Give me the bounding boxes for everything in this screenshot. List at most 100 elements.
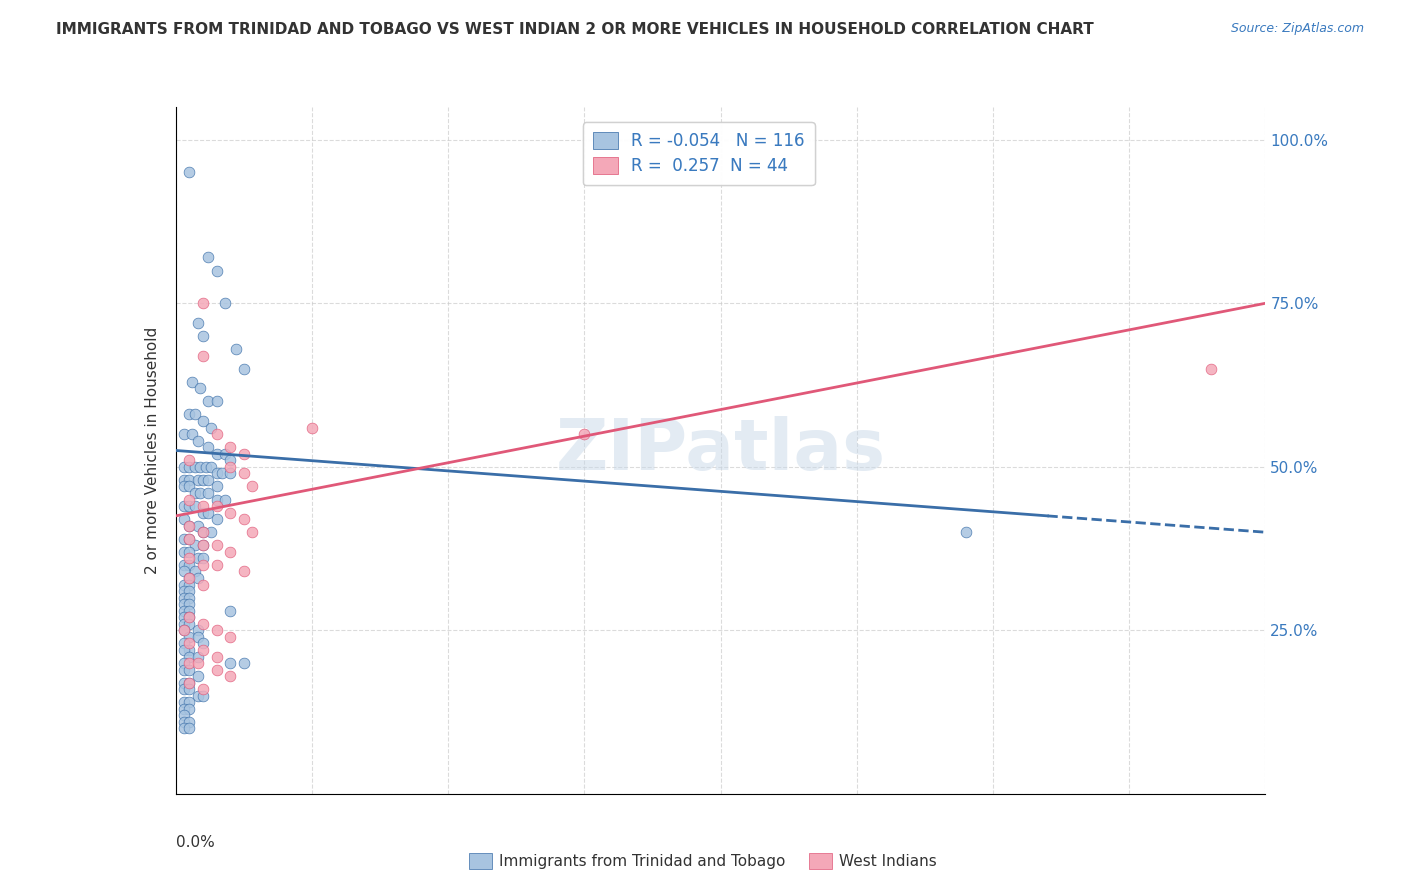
Point [186, 624, 209, 638]
Point [574, 427, 596, 442]
Point [173, 624, 195, 638]
Point [179, 571, 201, 585]
Point [214, 447, 236, 461]
Point [240, 479, 263, 493]
Point [179, 165, 201, 179]
Point [179, 643, 201, 657]
Point [191, 689, 214, 703]
Point [179, 577, 201, 591]
Y-axis label: 2 or more Vehicles in Household: 2 or more Vehicles in Household [145, 326, 160, 574]
Point [179, 571, 201, 585]
Point [173, 675, 195, 690]
Point [191, 538, 214, 552]
Point [173, 473, 195, 487]
Point [214, 492, 236, 507]
Point [179, 675, 201, 690]
Point [173, 499, 195, 513]
Point [173, 427, 195, 442]
Point [179, 636, 201, 650]
Point [191, 414, 214, 428]
Point [173, 610, 195, 624]
Point [173, 624, 195, 638]
Point [191, 506, 214, 520]
Point [173, 512, 195, 526]
Point [232, 565, 254, 579]
Point [191, 577, 214, 591]
Point [173, 584, 195, 599]
Point [184, 408, 207, 422]
Point [173, 597, 195, 611]
Point [191, 296, 214, 310]
Text: 0.0%: 0.0% [176, 835, 215, 850]
Point [173, 558, 195, 572]
Point [232, 512, 254, 526]
Point [205, 492, 228, 507]
Point [205, 663, 228, 677]
Point [179, 545, 201, 559]
Point [197, 486, 219, 500]
Point [186, 473, 209, 487]
Point [179, 532, 201, 546]
Point [191, 329, 214, 343]
Point [191, 682, 214, 697]
Point [173, 656, 195, 670]
Point [186, 689, 209, 703]
Point [191, 551, 214, 566]
Point [219, 467, 242, 481]
Point [191, 499, 214, 513]
Point [173, 702, 195, 716]
Point [179, 597, 201, 611]
Point [173, 663, 195, 677]
Point [184, 486, 207, 500]
Point [179, 610, 201, 624]
Point [225, 342, 247, 356]
Point [191, 643, 214, 657]
Point [173, 636, 195, 650]
Point [179, 518, 201, 533]
Point [173, 459, 195, 474]
Point [191, 525, 214, 540]
Point [186, 518, 209, 533]
Point [179, 492, 201, 507]
Point [200, 420, 222, 434]
Point [205, 649, 228, 664]
Text: Source: ZipAtlas.com: Source: ZipAtlas.com [1230, 22, 1364, 36]
Point [219, 669, 242, 683]
Point [173, 479, 195, 493]
Point [179, 499, 201, 513]
Point [191, 558, 214, 572]
Point [181, 375, 204, 389]
Point [219, 630, 242, 644]
Point [214, 296, 236, 310]
Point [205, 447, 228, 461]
Point [186, 551, 209, 566]
Point [179, 722, 201, 736]
Point [179, 616, 201, 631]
Point [179, 591, 201, 605]
Point [173, 722, 195, 736]
Point [205, 624, 228, 638]
Point [173, 532, 195, 546]
Point [179, 675, 201, 690]
Point [173, 682, 195, 697]
Point [194, 459, 217, 474]
Point [181, 427, 204, 442]
Point [205, 263, 228, 277]
Point [184, 499, 207, 513]
Point [232, 656, 254, 670]
Point [219, 453, 242, 467]
Point [173, 577, 195, 591]
Point [197, 394, 219, 409]
Point [179, 663, 201, 677]
Point [186, 571, 209, 585]
Point [186, 630, 209, 644]
Point [179, 479, 201, 493]
Point [179, 558, 201, 572]
Point [232, 467, 254, 481]
Legend: R = -0.054   N = 116, R =  0.257  N = 44: R = -0.054 N = 116, R = 0.257 N = 44 [583, 122, 814, 186]
Point [200, 459, 222, 474]
Point [191, 525, 214, 540]
Point [219, 604, 242, 618]
Point [179, 604, 201, 618]
Point [240, 525, 263, 540]
